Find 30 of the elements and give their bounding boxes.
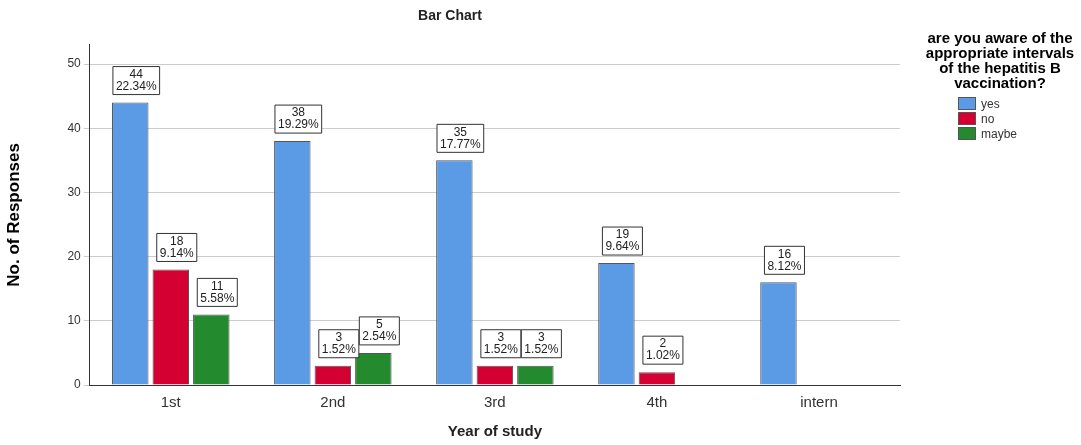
data-label: 44 22.34% [115, 66, 157, 93]
y-tick-label: 0 [74, 377, 82, 392]
data-label: 3 1.52% [321, 330, 357, 357]
data-label: 19 9.64% [605, 227, 640, 254]
y-tick-label: 50 [67, 56, 82, 71]
legend-title: are you aware of the appropriate intervals of the hepatitis B vaccination? [924, 29, 1076, 91]
data-label: 35 17.77% [440, 124, 482, 151]
data-label: 5 2.54% [362, 317, 397, 344]
x-tick-label: intern [800, 393, 838, 411]
data-label: 38 19.29% [277, 105, 319, 132]
data-label: 18 9.14% [159, 233, 195, 260]
y-tick-label: 20 [67, 248, 82, 263]
y-tick-label: 10 [67, 313, 82, 328]
data-label: 11 5.58% [200, 278, 235, 305]
y-tick-label: 40 [67, 120, 82, 135]
data-label: 3 1.52% [524, 330, 559, 357]
x-tick-label: 2nd [320, 393, 346, 411]
legend-label: yes [981, 96, 1000, 111]
y-tick-label: 30 [67, 184, 82, 199]
data-label: 3 1.52% [483, 330, 519, 357]
y-axis-title: No. of Responses [3, 143, 23, 287]
x-axis-title: Year of study [447, 422, 543, 440]
data-label: 16 8.12% [767, 246, 802, 273]
data-label: 2 1.02% [645, 336, 681, 363]
chart-title: Bar Chart [418, 7, 483, 24]
x-tick-label: 3rd [484, 393, 506, 411]
legend-label: no [981, 111, 995, 126]
x-tick-label: 1st [160, 393, 182, 411]
legend-label: maybe [981, 126, 1018, 141]
x-tick-label: 4th [646, 393, 668, 411]
